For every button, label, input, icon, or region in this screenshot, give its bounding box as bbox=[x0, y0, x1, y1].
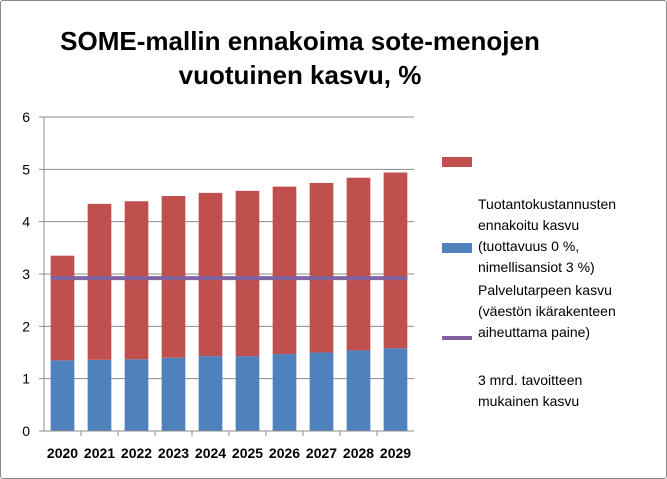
x-tick-label: 2023 bbox=[158, 445, 189, 461]
legend-item-service-need: Palvelutarpeen kasvu (väestön ikärakente… bbox=[440, 238, 660, 340]
legend-label-target-line: 3 mrd. tavoitteen mukainen kasvu bbox=[478, 372, 583, 409]
y-tick-label: 6 bbox=[22, 109, 30, 125]
bar-service-need bbox=[346, 350, 371, 431]
bar-service-need bbox=[272, 354, 297, 431]
legend-swatch-target-line bbox=[442, 336, 472, 340]
legend-swatch-service-need bbox=[442, 243, 472, 253]
y-tick-label: 0 bbox=[22, 423, 30, 439]
y-tick-label: 4 bbox=[22, 214, 30, 230]
bar-production-costs bbox=[124, 201, 149, 360]
bar-production-costs bbox=[87, 203, 112, 360]
bar-service-need bbox=[309, 352, 334, 431]
bar-production-costs bbox=[198, 192, 223, 357]
bar-production-costs bbox=[383, 172, 408, 349]
x-tick-label: 2027 bbox=[306, 445, 337, 461]
bar-service-need bbox=[50, 360, 75, 431]
x-tick-label: 2025 bbox=[232, 445, 263, 461]
y-tick-label: 1 bbox=[22, 371, 30, 387]
x-tick-label: 2021 bbox=[84, 445, 115, 461]
x-tick-labels: 2020 2021 2022 2023 2024 2025 2026 2027 2028 2029 bbox=[47, 445, 411, 461]
x-tick-label: 2029 bbox=[380, 445, 411, 461]
y-tick-label: 2 bbox=[22, 318, 30, 334]
bar-service-need bbox=[235, 356, 260, 431]
legend-label-service-need: Palvelutarpeen kasvu (väestön ikärakente… bbox=[478, 282, 616, 340]
x-tick-label: 2026 bbox=[269, 445, 300, 461]
chart-title: SOME-mallin ennakoima sote-menojen vuotu… bbox=[60, 26, 540, 90]
bar-service-need bbox=[161, 357, 186, 431]
y-tick-label: 5 bbox=[22, 161, 30, 177]
x-tick-label: 2024 bbox=[195, 445, 226, 461]
bar-service-need bbox=[383, 348, 408, 431]
legend-item-production-costs: Tuotantokustannusten ennakoitu kasvu (tu… bbox=[440, 152, 660, 275]
bar-production-costs bbox=[309, 182, 334, 353]
legend-item-target-line: 3 mrd. tavoitteen mukainen kasvu bbox=[440, 328, 660, 412]
legend-swatch-production-costs bbox=[442, 157, 472, 167]
bar-production-costs bbox=[50, 255, 75, 361]
bar-production-costs bbox=[272, 186, 297, 355]
bar-service-need bbox=[198, 356, 223, 431]
x-tick-label: 2028 bbox=[343, 445, 374, 461]
bars bbox=[50, 172, 408, 431]
bar-production-costs bbox=[346, 177, 371, 351]
y-tick-label: 3 bbox=[22, 266, 30, 282]
legend-label-production-costs: Tuotantokustannusten ennakoitu kasvu (tu… bbox=[478, 196, 617, 275]
axes bbox=[43, 117, 414, 432]
bar-service-need bbox=[87, 359, 112, 431]
legend: Tuotantokustannusten ennakoitu kasvu (tu… bbox=[440, 152, 660, 412]
bar-production-costs bbox=[235, 190, 260, 357]
x-tick-label: 2020 bbox=[47, 445, 78, 461]
x-tick-label: 2022 bbox=[121, 445, 152, 461]
bar-service-need bbox=[124, 359, 149, 431]
y-tick-labels: 0 1 2 3 4 5 6 bbox=[22, 109, 30, 439]
